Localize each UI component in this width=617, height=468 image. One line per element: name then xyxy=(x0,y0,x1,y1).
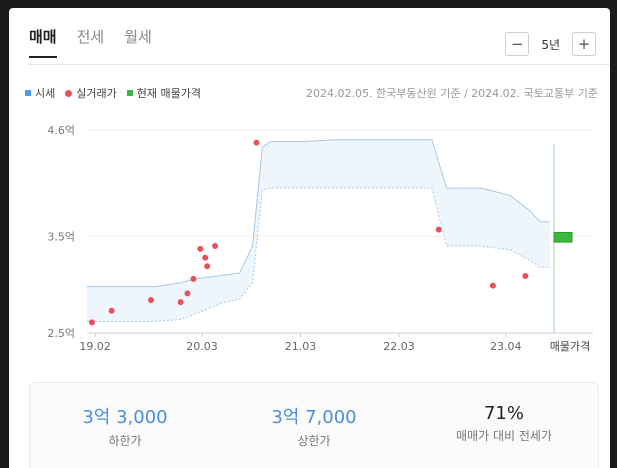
deal-type-tabs: 매매 전세 월세 xyxy=(29,26,152,58)
y-tick-label: 2.5억 xyxy=(47,327,75,340)
data-source-note: 2024.02.05. 한국부동산원 기준 / 2024.02. 국토교통부 기… xyxy=(306,87,598,100)
deal-point xyxy=(177,299,184,306)
price-chart[interactable]: 4.6억 3.5억 2.5억 19.02 20.03 21.03 22.03 23.04 매물가… xyxy=(9,108,610,358)
stat-low-value: 3억 3,000 xyxy=(82,407,168,428)
stat-high: 3억 7,000 상한가 xyxy=(224,403,404,449)
market-upper-line xyxy=(87,139,550,288)
deal-point xyxy=(108,307,115,314)
listing-price-box xyxy=(553,231,573,243)
market-lower-line xyxy=(87,187,550,322)
stat-ratio: 71% 매매가 대비 전세가 xyxy=(414,403,594,444)
legend-market: 시세 xyxy=(25,85,55,101)
listing-axis-label: 매물가격 xyxy=(550,340,590,353)
stat-high-label: 상한가 xyxy=(297,434,331,448)
price-panel: 매매 전세 월세 − 5년 + 시세 실거래가 현재 매물가격 2024.02.… xyxy=(9,8,610,468)
stat-ratio-label: 매매가 대비 전세가 xyxy=(456,429,552,443)
deal-point xyxy=(253,139,260,146)
tab-monthly[interactable]: 월세 xyxy=(124,28,152,46)
legend-deals: 실거래가 xyxy=(65,85,117,101)
deal-point xyxy=(204,263,211,270)
period-value: 5년 xyxy=(541,37,560,52)
legend-listing: 현재 매물가격 xyxy=(126,85,201,101)
stat-high-value: 3억 7,000 xyxy=(271,407,357,428)
deal-point xyxy=(148,297,155,304)
x-tick-label: 22.03 xyxy=(383,340,415,353)
legend-listing-label: 현재 매물가격 xyxy=(136,87,201,100)
price-summary-card: 3억 3,000 하한가 3억 7,000 상한가 71% 매매가 대비 전세가 xyxy=(29,382,599,468)
tab-jeonse[interactable]: 전세 xyxy=(76,28,105,46)
stat-low: 3억 3,000 하한가 xyxy=(35,403,215,449)
period-stepper: − 5년 + xyxy=(505,32,596,56)
listing-square-icon xyxy=(126,90,133,96)
deal-point xyxy=(190,275,197,282)
stat-low-label: 하한가 xyxy=(108,434,142,448)
deal-point xyxy=(184,290,191,297)
x-tick-label: 20.03 xyxy=(186,340,218,353)
y-tick-label: 4.6억 xyxy=(47,124,75,137)
tab-sale[interactable]: 매매 xyxy=(29,26,57,58)
deal-point xyxy=(522,272,529,279)
tabs-divider xyxy=(27,64,610,65)
deal-point xyxy=(435,226,442,233)
deal-point xyxy=(202,254,209,261)
legend-deals-label: 실거래가 xyxy=(76,87,117,100)
legend-market-label: 시세 xyxy=(35,87,56,100)
market-square-icon xyxy=(25,90,31,96)
period-increase-button[interactable]: + xyxy=(572,32,596,56)
y-tick-label: 3.5억 xyxy=(47,230,75,243)
deal-point xyxy=(88,319,95,326)
chart-legend: 시세 실거래가 현재 매물가격 xyxy=(25,85,201,101)
deal-point xyxy=(197,245,204,252)
deal-dot-icon xyxy=(65,89,73,97)
deal-point xyxy=(489,282,496,289)
period-decrease-button[interactable]: − xyxy=(505,32,530,56)
x-tick-label: 19.02 xyxy=(79,340,111,353)
stat-ratio-value: 71% xyxy=(483,403,524,424)
x-tick-label: 21.03 xyxy=(285,340,317,353)
deal-point xyxy=(212,243,219,249)
market-band-area xyxy=(87,139,550,322)
x-tick-label: 23.04 xyxy=(490,340,522,353)
